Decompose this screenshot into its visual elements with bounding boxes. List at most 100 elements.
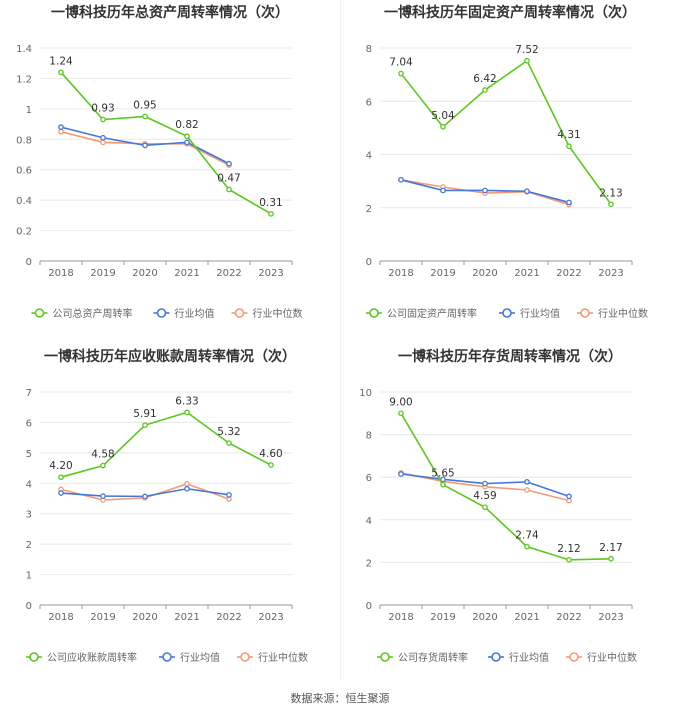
legend-label: 行业均值 — [180, 651, 220, 664]
data-point — [58, 128, 64, 135]
y-tick-label: 6 — [366, 473, 372, 484]
x-tick-label: 2022 — [556, 268, 581, 279]
y-tick-label: 7 — [26, 388, 32, 399]
data-point — [58, 69, 64, 76]
y-tick-label: 0 — [366, 601, 372, 612]
y-gridlines — [380, 391, 632, 563]
y-tick-label: 4 — [366, 151, 372, 162]
legend-label: 行业中位数 — [258, 651, 308, 664]
data-point — [440, 481, 446, 488]
x-tick-label: 2019 — [90, 268, 115, 279]
data-label: 4.59 — [473, 490, 496, 502]
company-series: 4.20 4.58 5.91 6.33 5.32 4.60 — [49, 395, 283, 481]
y-tick-label: 0.8 — [16, 135, 32, 146]
data-label: 4.31 — [557, 129, 580, 141]
y-gridlines — [380, 47, 632, 209]
data-point — [566, 199, 572, 206]
y-tick-label: 1 — [26, 571, 32, 582]
data-label: 0.82 — [175, 119, 198, 131]
data-label: 0.95 — [133, 99, 156, 111]
y-gridlines — [40, 391, 292, 576]
data-label: 6.33 — [175, 395, 198, 407]
y-tick-label: 1 — [26, 105, 32, 116]
legend-label: 行业中位数 — [253, 307, 303, 320]
data-label: 2.13 — [599, 187, 622, 199]
legend-label: 行业均值 — [509, 651, 549, 664]
y-tick-label: 10 — [359, 388, 372, 399]
legend-marker — [34, 308, 45, 318]
legend-label: 公司固定资产周转率 — [387, 307, 477, 320]
data-point — [440, 187, 446, 194]
y-tick-label: 2 — [366, 204, 372, 215]
x-tick-label: 2020 — [472, 268, 497, 279]
legend: 公司固定资产周转率 行业均值 行业中位数 — [366, 307, 648, 320]
data-point — [566, 556, 572, 563]
legend-marker — [502, 308, 512, 318]
legend-item-industry-avg-series: 行业均值 — [499, 307, 560, 320]
data-point — [524, 479, 530, 485]
y-tick-label: 4 — [26, 479, 32, 490]
data-label: 5.32 — [217, 426, 240, 438]
legend: 公司总资产周转率 行业均值 行业中位数 — [31, 307, 303, 320]
x-tick-label: 2022 — [216, 612, 241, 623]
data-point — [58, 474, 64, 481]
data-point — [482, 480, 488, 487]
chart-title: 一博科技历年总资产周转率情况（次） — [51, 5, 289, 21]
data-point — [608, 555, 614, 562]
data-point — [524, 487, 530, 493]
legend-item-industry-avg-series: 行业均值 — [159, 651, 220, 664]
legend-item-industry-median-series: 行业中位数 — [577, 307, 648, 320]
data-source-note: 数据来源：恒生聚源 — [290, 692, 390, 705]
y-gridlines — [40, 47, 292, 232]
data-point — [398, 70, 404, 77]
legend-label: 行业中位数 — [598, 307, 648, 320]
x-tick-label: 2020 — [132, 268, 157, 279]
data-point — [268, 462, 274, 468]
y-tick-label: 8 — [366, 44, 372, 55]
legend-item-company-series: 公司应收账款周转率 — [26, 651, 137, 664]
data-label: 7.04 — [389, 57, 413, 69]
x-tick-label: 2023 — [598, 612, 623, 623]
x-tick-label: 2020 — [472, 612, 497, 623]
series-line — [60, 71, 272, 215]
company-series: 7.04 5.04 6.42 7.52 4.31 2.13 — [389, 44, 623, 208]
data-point — [184, 485, 190, 492]
data-point — [440, 123, 446, 130]
data-point — [268, 210, 274, 217]
x-tick-label: 2021 — [514, 612, 539, 623]
data-point — [608, 201, 614, 208]
data-point — [100, 116, 106, 123]
chart-title: 一博科技历年存货周转率情况（次） — [398, 349, 622, 365]
data-label: 4.20 — [49, 460, 72, 472]
data-point — [226, 186, 232, 193]
x-tick-label: 2021 — [174, 268, 199, 279]
x-tick-label: 2018 — [388, 268, 413, 279]
data-point — [398, 410, 404, 417]
data-label: 5.04 — [431, 110, 455, 122]
chart-title: 一博科技历年应收账款周转率情况（次） — [44, 349, 296, 365]
y-tick-label: 0.2 — [16, 227, 32, 238]
industry-avg-series — [58, 124, 232, 167]
data-point — [184, 133, 190, 140]
legend: 公司存货周转率 行业均值 行业中位数 — [377, 651, 637, 664]
data-label: 2.74 — [515, 530, 539, 542]
data-label: 1.24 — [49, 55, 73, 67]
legend-marker — [491, 652, 501, 662]
legend-label: 公司总资产周转率 — [53, 307, 133, 320]
y-tick-label: 2 — [366, 558, 372, 569]
data-point — [184, 409, 190, 416]
data-label: 5.65 — [431, 468, 454, 480]
series-line — [400, 412, 612, 561]
line-chart: 0 2 4 6 8 10 2018 2019 2020 2021 2022 2023 9.00 5.65 4… — [359, 388, 637, 664]
y-tick-label: 5 — [26, 449, 32, 460]
legend-item-industry-median-series: 行业中位数 — [231, 307, 303, 320]
data-point — [524, 188, 530, 195]
data-point — [482, 504, 488, 511]
legend-label: 公司存货周转率 — [398, 651, 468, 664]
legend-item-industry-avg-series: 行业均值 — [153, 307, 215, 320]
series-line — [400, 59, 612, 205]
y-tick-label: 2 — [26, 540, 32, 551]
data-point — [226, 440, 232, 446]
chart-panel-receivables-turnover: 一博科技历年应收账款周转率情况（次） 0 1 2 3 4 5 6 7 2018 2019 2020 2… — [0, 344, 340, 684]
y-tick-label: 6 — [366, 97, 372, 108]
